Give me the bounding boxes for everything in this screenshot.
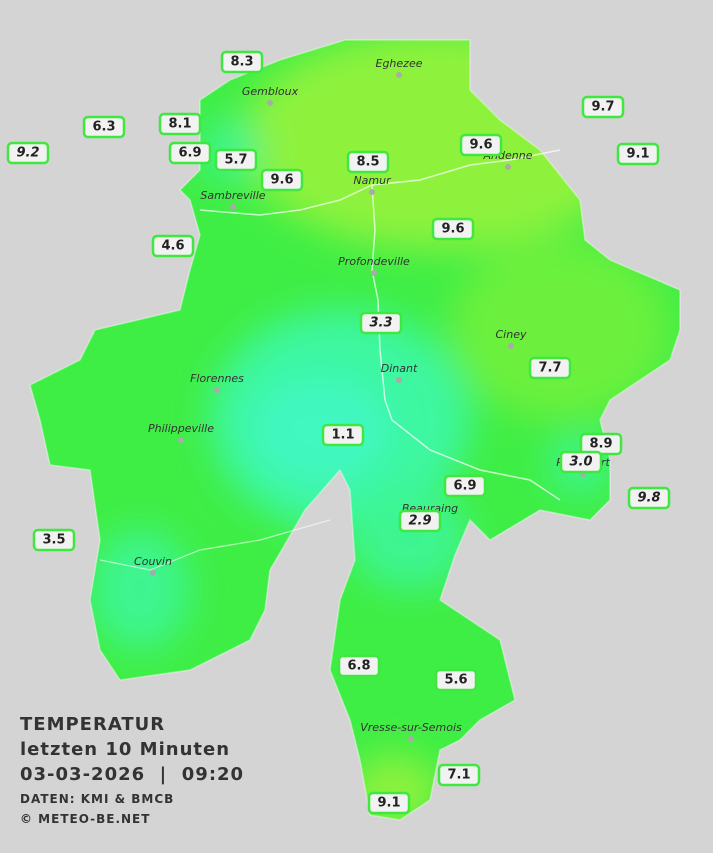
station-box — [32, 528, 76, 552]
city-label: Dinant — [381, 362, 418, 375]
station-value: 3.0 — [569, 455, 592, 470]
station-value: 9.6 — [441, 222, 464, 237]
station-box — [6, 141, 50, 165]
station-value: 3.5 — [42, 533, 65, 548]
stations: 8.3 6.3 9.2 8.1 6.9 5.7 9.6 8.5 9.6 9.7 9.1 9.6 4.6 3… — [6, 50, 671, 815]
station-value: 2.9 — [408, 514, 431, 529]
city-dot — [508, 343, 514, 349]
station-box — [443, 474, 487, 498]
station-value: 6.9 — [178, 146, 201, 161]
station-value: 6.9 — [453, 479, 476, 494]
station-value: 4.6 — [161, 239, 184, 254]
station-value: 3.3 — [369, 316, 392, 331]
station-box — [359, 311, 403, 335]
station-value: 1.1 — [331, 428, 354, 443]
city-dot — [178, 437, 184, 443]
city-label: Eghezee — [376, 57, 423, 70]
legend-copyright: © METEO-BE.NET — [20, 812, 150, 826]
city-label: Couvin — [134, 555, 172, 568]
station-box — [616, 142, 660, 166]
city-label: Vresse-sur-Semois — [360, 721, 462, 734]
city-dot — [371, 270, 377, 276]
station-box — [581, 95, 625, 119]
city-label: Sambreville — [200, 189, 265, 202]
legend: TEMPERATUR letzten 10 Minuten 03-03-2026… — [20, 714, 244, 826]
city-dot — [267, 100, 273, 106]
station-box — [431, 217, 475, 241]
city-dot — [230, 204, 236, 210]
city-label: Ciney — [496, 328, 527, 341]
station-value: 8.1 — [168, 117, 191, 132]
city-dot — [505, 164, 511, 170]
city-dot — [369, 189, 375, 195]
station-box — [168, 141, 212, 165]
city-label: Profondeville — [338, 255, 410, 268]
city-label: Namur — [353, 174, 392, 187]
city-label: Philippeville — [148, 422, 214, 435]
city-label: Gembloux — [242, 85, 299, 98]
station-box — [398, 509, 442, 533]
station-value: 9.6 — [270, 173, 293, 188]
station-box — [627, 486, 671, 510]
station-box — [151, 234, 195, 258]
city-dot — [150, 570, 156, 576]
station-box — [337, 654, 381, 678]
legend-period: letzten 10 Minuten — [20, 739, 230, 760]
station-box — [459, 133, 503, 157]
legend-source: DATEN: KMI & BMCB — [20, 792, 174, 806]
station-box — [528, 356, 572, 380]
station-value: 6.3 — [92, 120, 115, 135]
city-dot — [396, 72, 402, 78]
station-value: 5.7 — [224, 153, 247, 168]
station-box — [82, 115, 126, 139]
legend-datetime: 03-03-2026 | 09:20 — [20, 764, 244, 785]
legend-title: TEMPERATUR — [20, 714, 165, 735]
city-label: Florennes — [190, 372, 244, 385]
station-value: 8.5 — [356, 155, 379, 170]
river-meuse-lesse — [371, 184, 561, 501]
station-box — [220, 50, 264, 74]
station-value: 9.7 — [591, 100, 614, 115]
station-value: 9.1 — [626, 147, 649, 162]
station-box — [214, 148, 258, 172]
station-value: 9.1 — [377, 796, 400, 811]
station-value: 9.8 — [637, 491, 660, 506]
station-box — [260, 168, 304, 192]
station-value: 6.8 — [347, 659, 370, 674]
station-box — [434, 668, 478, 692]
city-dot — [396, 377, 402, 383]
station-value: 7.7 — [538, 361, 561, 376]
station-value: 9.6 — [469, 138, 492, 153]
river-south — [99, 519, 331, 571]
station-box — [367, 791, 411, 815]
station-box — [437, 763, 481, 787]
station-value: 9.2 — [16, 146, 39, 161]
city-dot — [214, 387, 220, 393]
station-value: 7.1 — [447, 768, 470, 783]
city-dot — [408, 736, 414, 742]
station-value: 5.6 — [444, 673, 467, 688]
station-value: 8.9 — [589, 437, 612, 452]
station-value: 8.3 — [230, 55, 253, 70]
station-box — [559, 450, 603, 474]
station-box — [346, 150, 390, 174]
station-box — [321, 423, 365, 447]
station-box — [158, 112, 202, 136]
